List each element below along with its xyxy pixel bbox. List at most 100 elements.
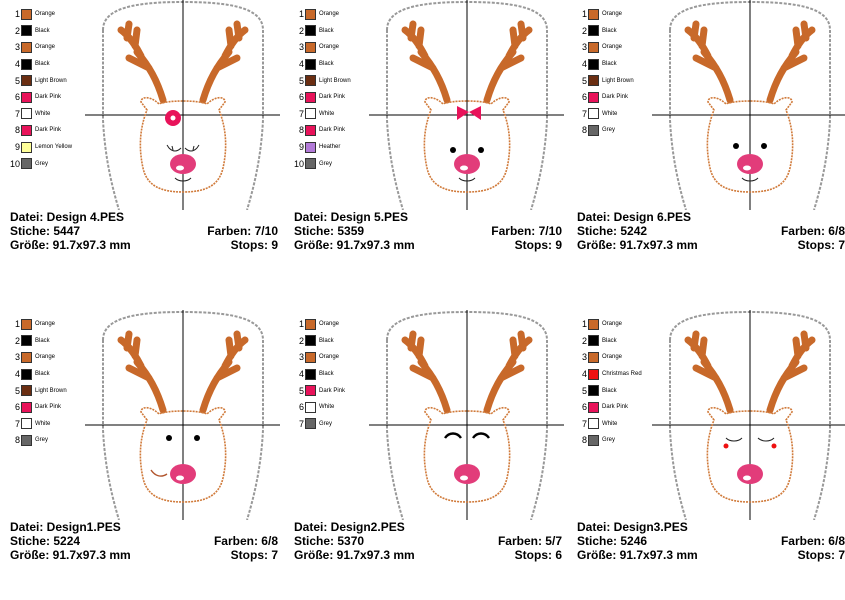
right-eye [478, 147, 484, 153]
eyelashes [166, 144, 200, 152]
thread-color-name: White [35, 420, 51, 427]
thread-color-name: Orange [35, 321, 56, 328]
design-info: Datei: Design 6.PES Stiche: 5242 Farben: … [577, 210, 845, 252]
thread-color-row: 8 Grey [572, 122, 672, 139]
thread-color-swatch [21, 385, 32, 397]
thread-number: 5 [581, 75, 587, 86]
color-count: Farben: 6/8 [780, 224, 845, 238]
thread-number: 3 [298, 352, 304, 363]
thread-color-row: 6 Dark Pink [289, 89, 389, 106]
thread-color-row: 4 Black [5, 366, 105, 383]
thread-color-row: 7 White [289, 106, 389, 123]
thread-color-list: 1 Orange 2 Black 3 Orange 4 Black 5 Light Brown 6 D… [5, 6, 105, 172]
thread-color-name: Orange [602, 321, 623, 328]
head-outline [706, 406, 794, 503]
thread-color-list: 1 Orange 2 Black 3 Orange 4 Black 5 Light Brown 6 D… [572, 6, 672, 139]
thread-color-swatch [21, 401, 32, 413]
thread-color-name: Grey [35, 437, 49, 444]
thread-color-swatch [21, 351, 32, 363]
thread-color-swatch [21, 318, 32, 330]
thread-number: 2 [581, 335, 587, 346]
left-eye [166, 435, 172, 441]
thread-color-swatch [305, 141, 316, 153]
thread-color-name: White [319, 110, 335, 117]
nose-highlight [176, 165, 184, 171]
thread-number: 5 [14, 385, 20, 396]
design-card: 1 Orange 2 Black 3 Orange 4 Black 5 Light Brown 6 D… [5, 310, 280, 600]
thread-color-name: Black [35, 337, 50, 344]
thread-color-name: Orange [319, 321, 340, 328]
thread-color-row: 9 Lemon Yellow [5, 139, 105, 156]
thread-color-row: 1 Orange [5, 6, 105, 23]
reindeer-illustration [369, 0, 564, 210]
left-eye [733, 143, 739, 149]
thread-color-name: Dark Pink [319, 94, 346, 101]
thread-number: 6 [581, 402, 587, 413]
left-antler [401, 330, 451, 414]
thread-color-swatch [305, 58, 316, 70]
thread-number: 5 [14, 75, 20, 86]
thread-color-swatch [305, 25, 316, 37]
design-size: Größe: 91.7x97.3 mm [294, 238, 415, 252]
thread-color-swatch [305, 41, 316, 53]
left-cheek [723, 443, 729, 449]
thread-color-name: Orange [35, 44, 56, 51]
nose [170, 154, 196, 174]
thread-color-row: 7 White [572, 416, 672, 433]
head-outline [139, 96, 227, 193]
thread-number: 1 [298, 319, 304, 330]
stop-count: Stops: 9 [230, 238, 278, 252]
thread-color-swatch [305, 368, 316, 380]
thread-color-name: White [602, 420, 618, 427]
thread-number: 8 [14, 125, 20, 136]
thread-color-swatch [21, 75, 32, 87]
design-card: 1 Orange 2 Black 3 Orange 4 Black 5 Dark Pink 6 Whi… [289, 310, 564, 600]
nose [454, 154, 480, 174]
reindeer-illustration [652, 0, 845, 210]
color-count: Farben: 6/8 [213, 534, 278, 548]
thread-color-row: 7 Grey [289, 416, 389, 433]
embroidery-preview [369, 0, 564, 210]
thread-color-row: 1 Orange [572, 316, 672, 333]
thread-color-swatch [588, 108, 599, 120]
thread-color-name: Heather [319, 144, 341, 151]
thread-number: 6 [14, 402, 20, 413]
stop-count: Stops: 9 [514, 238, 562, 252]
right-antler [766, 330, 816, 414]
thread-number: 3 [14, 42, 20, 53]
thread-number: 4 [14, 369, 20, 380]
head-outline [139, 406, 227, 503]
thread-color-swatch [21, 91, 32, 103]
reindeer-illustration [369, 310, 564, 520]
bow-icon [457, 106, 481, 120]
thread-color-name: Black [602, 387, 617, 394]
thread-number: 2 [581, 25, 587, 36]
thread-number: 7 [298, 418, 304, 429]
thread-color-row: 7 White [572, 106, 672, 123]
thread-color-row: 3 Orange [5, 349, 105, 366]
thread-number: 4 [14, 59, 20, 70]
thread-color-list: 1 Orange 2 Black 3 Orange 4 Black 5 Light Brown 6 D… [5, 316, 105, 449]
thread-number: 2 [14, 25, 20, 36]
thread-color-row: 5 Light Brown [289, 72, 389, 89]
thread-color-name: Orange [35, 354, 56, 361]
thread-color-swatch [305, 335, 316, 347]
thread-color-name: Dark Pink [602, 94, 629, 101]
thread-color-swatch [305, 124, 316, 136]
thread-color-row: 4 Black [5, 56, 105, 73]
thread-color-name: Light Brown [319, 77, 351, 84]
thread-color-row: 5 Black [572, 382, 672, 399]
thread-number: 4 [298, 59, 304, 70]
thread-color-swatch [588, 368, 599, 380]
thread-color-row: 6 White [289, 399, 389, 416]
thread-color-name: Black [602, 27, 617, 34]
flower-center [170, 115, 176, 121]
happy-eyes [444, 432, 490, 439]
color-count: Farben: 7/10 [491, 224, 562, 238]
thread-color-swatch [305, 75, 316, 87]
stop-count: Stops: 7 [797, 548, 845, 562]
thread-number: 4 [581, 369, 587, 380]
thread-color-swatch [21, 8, 32, 20]
thread-color-name: Dark Pink [602, 404, 629, 411]
thread-color-name: Dark Pink [319, 127, 346, 134]
